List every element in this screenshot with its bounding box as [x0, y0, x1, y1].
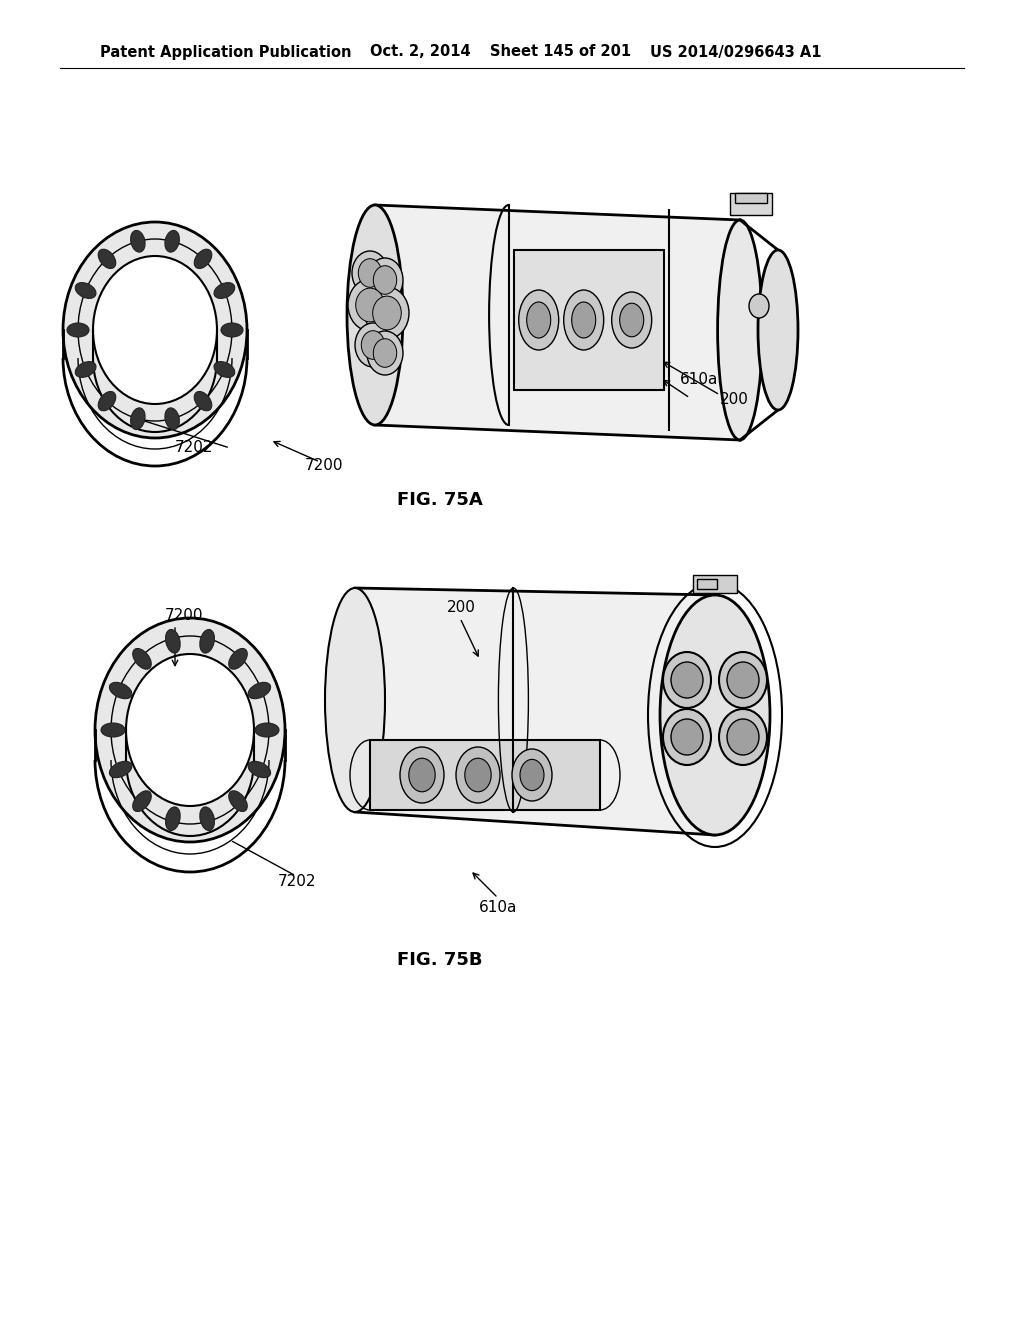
Ellipse shape	[367, 331, 403, 375]
Ellipse shape	[98, 392, 116, 411]
Text: US 2014/0296643 A1: US 2014/0296643 A1	[650, 45, 821, 59]
Ellipse shape	[98, 249, 116, 268]
Ellipse shape	[200, 807, 214, 830]
Text: FIG. 75B: FIG. 75B	[397, 950, 482, 969]
Ellipse shape	[620, 304, 644, 337]
Ellipse shape	[166, 630, 180, 653]
Ellipse shape	[248, 762, 270, 777]
Ellipse shape	[126, 653, 254, 807]
Ellipse shape	[325, 587, 385, 812]
Ellipse shape	[214, 362, 234, 378]
Bar	[370, 741, 600, 810]
Ellipse shape	[355, 288, 384, 322]
Bar	[697, 579, 717, 589]
Ellipse shape	[671, 663, 703, 698]
Text: 7200: 7200	[305, 458, 343, 473]
Text: Sheet 145 of 201: Sheet 145 of 201	[490, 45, 631, 59]
Ellipse shape	[456, 747, 500, 803]
Ellipse shape	[526, 302, 551, 338]
Ellipse shape	[200, 630, 214, 653]
Ellipse shape	[63, 222, 247, 438]
Ellipse shape	[367, 257, 403, 302]
Ellipse shape	[365, 286, 409, 339]
Ellipse shape	[563, 290, 604, 350]
Ellipse shape	[758, 249, 798, 411]
Bar	[514, 249, 664, 389]
Text: FIG. 75A: FIG. 75A	[397, 491, 483, 510]
Ellipse shape	[663, 652, 711, 708]
Ellipse shape	[248, 682, 270, 698]
Ellipse shape	[400, 747, 444, 803]
Ellipse shape	[110, 762, 132, 777]
Ellipse shape	[228, 648, 247, 669]
Ellipse shape	[101, 723, 125, 737]
Ellipse shape	[214, 282, 234, 298]
Ellipse shape	[166, 807, 180, 830]
Ellipse shape	[67, 323, 89, 337]
Ellipse shape	[131, 408, 145, 429]
Ellipse shape	[611, 292, 651, 348]
Ellipse shape	[133, 791, 152, 812]
Ellipse shape	[361, 331, 385, 359]
Ellipse shape	[195, 392, 212, 411]
Ellipse shape	[195, 249, 212, 268]
Text: 200: 200	[447, 601, 476, 615]
Ellipse shape	[374, 265, 396, 294]
Ellipse shape	[347, 205, 403, 425]
Ellipse shape	[352, 251, 388, 294]
Ellipse shape	[165, 231, 179, 252]
Ellipse shape	[660, 595, 770, 836]
Ellipse shape	[358, 259, 382, 288]
Text: 200: 200	[720, 392, 749, 408]
Text: Patent Application Publication: Patent Application Publication	[100, 45, 351, 59]
Ellipse shape	[519, 290, 559, 350]
Text: Oct. 2, 2014: Oct. 2, 2014	[370, 45, 471, 59]
Polygon shape	[375, 205, 740, 440]
Ellipse shape	[95, 618, 285, 842]
Ellipse shape	[663, 709, 711, 766]
Ellipse shape	[373, 296, 401, 330]
Bar	[693, 576, 737, 593]
Ellipse shape	[749, 294, 769, 318]
Text: 7200: 7200	[165, 607, 204, 623]
Ellipse shape	[75, 362, 96, 378]
Ellipse shape	[221, 323, 243, 337]
Ellipse shape	[409, 758, 435, 792]
Ellipse shape	[133, 648, 152, 669]
Ellipse shape	[727, 663, 759, 698]
Ellipse shape	[75, 282, 96, 298]
Text: 7202: 7202	[278, 874, 316, 890]
Bar	[730, 193, 772, 215]
Ellipse shape	[228, 791, 247, 812]
Ellipse shape	[374, 339, 396, 367]
Ellipse shape	[348, 279, 392, 331]
Ellipse shape	[93, 256, 217, 404]
Text: 610a: 610a	[479, 900, 517, 916]
Polygon shape	[355, 587, 715, 836]
Ellipse shape	[355, 323, 391, 367]
Ellipse shape	[465, 758, 492, 792]
Ellipse shape	[165, 408, 179, 429]
Ellipse shape	[131, 231, 145, 252]
Bar	[735, 193, 767, 203]
Text: 7202: 7202	[175, 441, 213, 455]
Text: 610a: 610a	[680, 372, 719, 388]
Ellipse shape	[110, 682, 132, 698]
Ellipse shape	[727, 719, 759, 755]
Ellipse shape	[571, 302, 596, 338]
Ellipse shape	[520, 759, 544, 791]
Ellipse shape	[719, 652, 767, 708]
Ellipse shape	[719, 709, 767, 766]
Ellipse shape	[255, 723, 279, 737]
Ellipse shape	[512, 748, 552, 801]
Ellipse shape	[671, 719, 703, 755]
Ellipse shape	[718, 220, 763, 440]
